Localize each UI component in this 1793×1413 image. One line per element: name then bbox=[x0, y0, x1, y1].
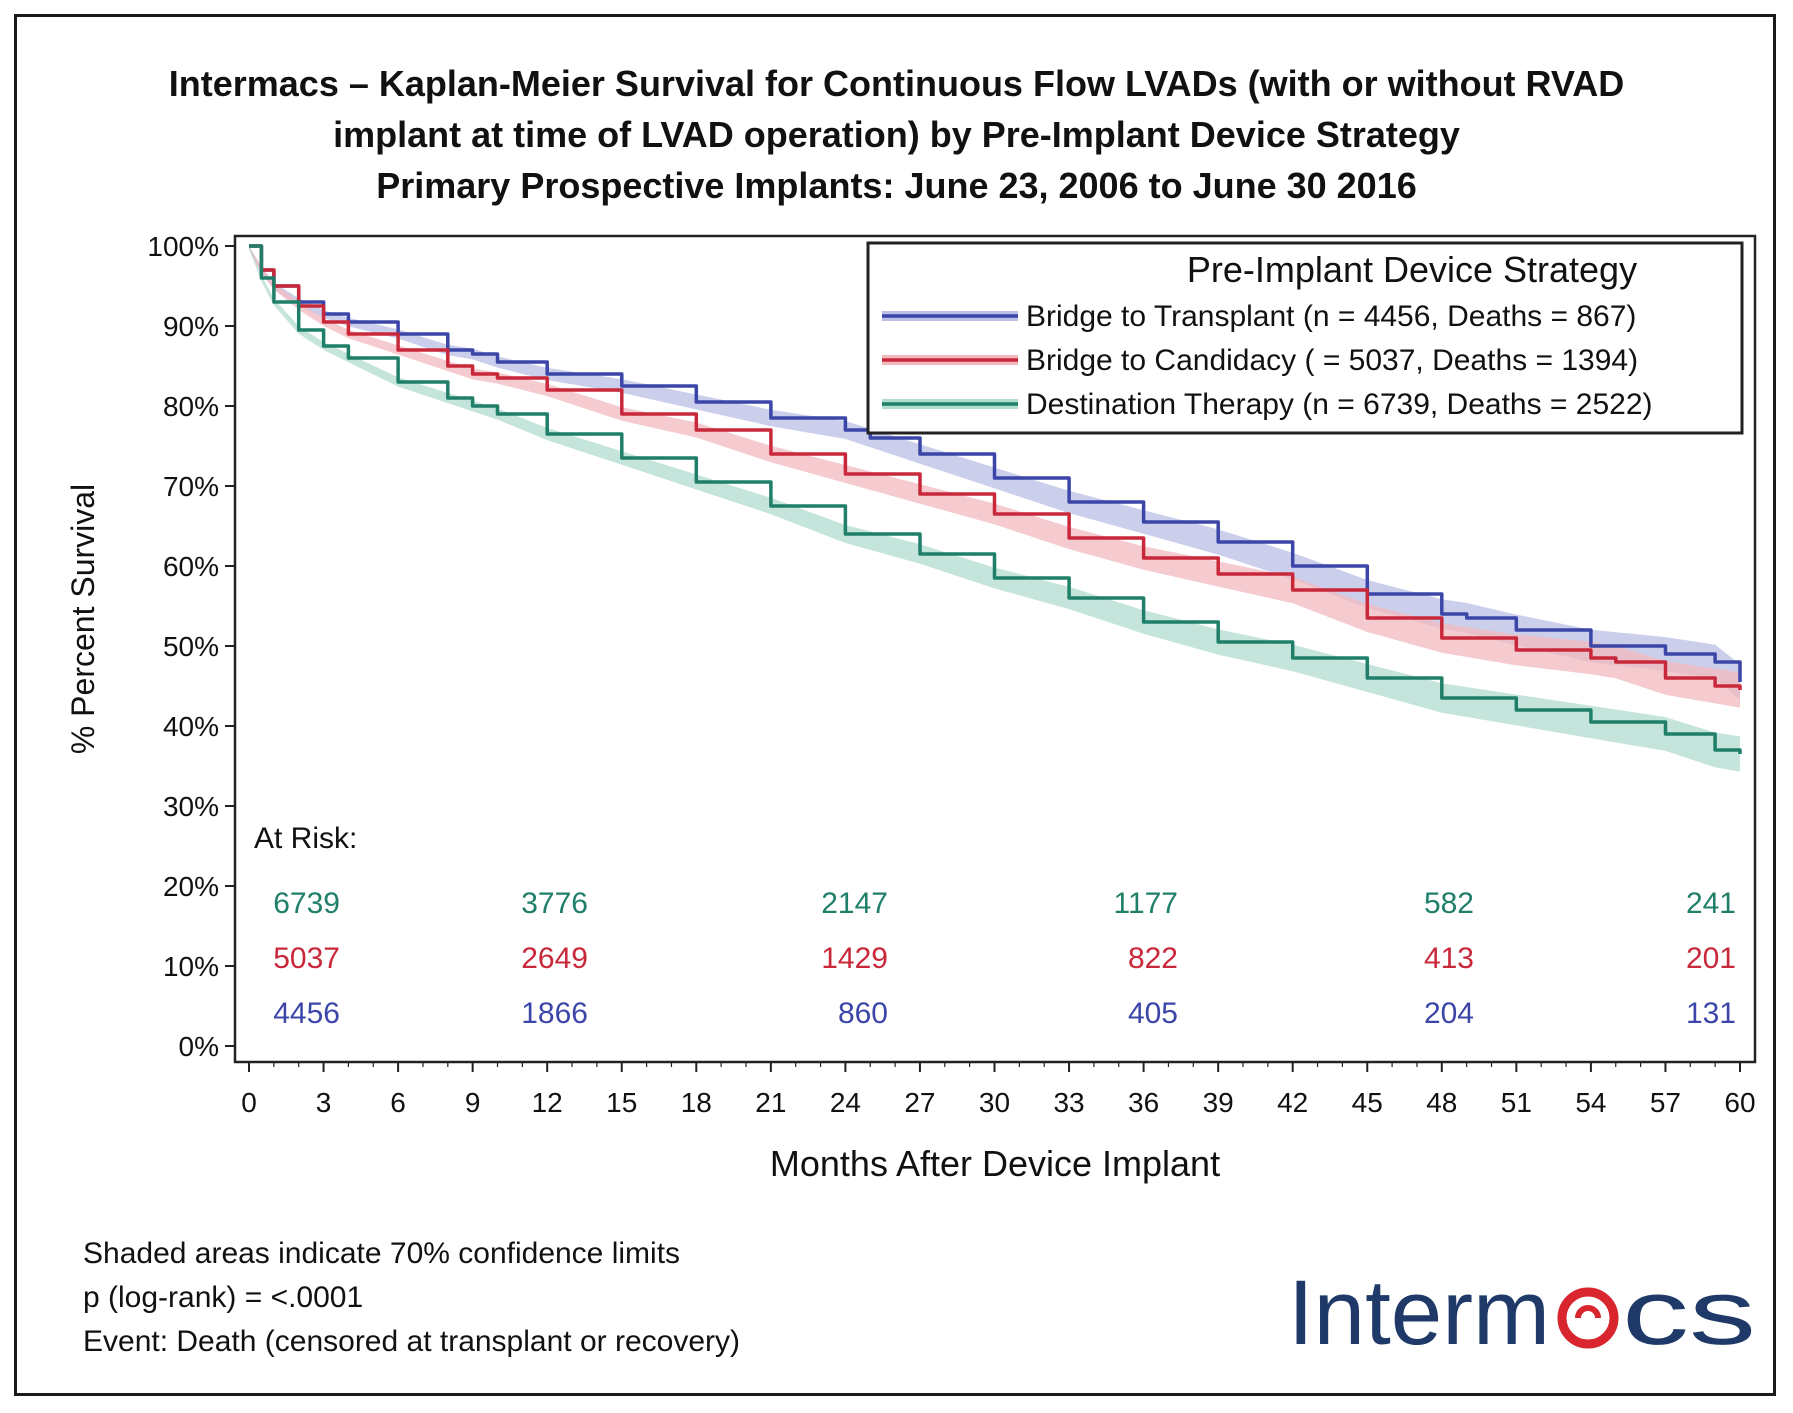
legend: Pre-Implant Device Strategy Bridge to Tra… bbox=[866, 241, 1744, 435]
x-tick-label: 9 bbox=[465, 1087, 481, 1118]
at-risk-value: 582 bbox=[1424, 887, 1474, 920]
y-tick-label: 20% bbox=[163, 871, 219, 902]
logo-swirl-icon bbox=[1557, 1287, 1619, 1349]
at-risk-value: 3776 bbox=[521, 887, 588, 920]
x-tick-label: 57 bbox=[1650, 1087, 1681, 1118]
legend-entry: Destination Therapy (n = 6739, Deaths = … bbox=[1026, 388, 1653, 421]
x-tick-label: 36 bbox=[1128, 1087, 1159, 1118]
at-risk-value: 413 bbox=[1424, 942, 1474, 975]
y-tick-label: 80% bbox=[163, 391, 219, 422]
x-tick-label: 21 bbox=[755, 1087, 786, 1118]
at-risk-value: 1866 bbox=[521, 997, 588, 1030]
at-risk-value: 241 bbox=[1686, 887, 1736, 920]
y-axis-label: % Percent Survival bbox=[65, 484, 101, 754]
x-tick-label: 24 bbox=[830, 1087, 861, 1118]
logo-text-right: cs bbox=[1622, 1262, 1756, 1362]
at-risk-value: 860 bbox=[838, 997, 888, 1030]
at-risk-value: 1429 bbox=[821, 942, 888, 975]
x-tick-label: 42 bbox=[1277, 1087, 1308, 1118]
x-tick-label: 45 bbox=[1352, 1087, 1383, 1118]
footnote-confidence: Shaded areas indicate 70% confidence lim… bbox=[83, 1237, 681, 1270]
at-risk-value: 822 bbox=[1128, 942, 1178, 975]
figure-frame bbox=[14, 14, 1776, 1396]
y-tick-label: 0% bbox=[179, 1031, 219, 1062]
at-risk-table: At Risk: 6739 3776 2147 1177 582 241 5037 2649 14… bbox=[254, 822, 1736, 1030]
y-tick-label: 60% bbox=[163, 551, 219, 582]
at-risk-value: 2147 bbox=[821, 887, 888, 920]
footnote-p-value: p (log-rank) = <.0001 bbox=[83, 1281, 364, 1314]
footnote-event: Event: Death (censored at transplant or … bbox=[83, 1325, 740, 1358]
x-axis-label: Months After Device Implant bbox=[770, 1143, 1220, 1184]
y-tick-label: 100% bbox=[147, 231, 219, 262]
chart-title-line-3: Primary Prospective Implants: June 23, 2… bbox=[376, 165, 1417, 206]
footnotes: Shaded areas indicate 70% confidence lim… bbox=[83, 1232, 740, 1364]
x-tick-label: 51 bbox=[1501, 1087, 1532, 1118]
at-risk-value: 6739 bbox=[273, 887, 340, 920]
chart-title-line-1: Intermacs – Kaplan-Meier Survival for Co… bbox=[168, 63, 1625, 104]
at-risk-value: 405 bbox=[1128, 997, 1178, 1030]
legend-entry: Bridge to Candidacy ( = 5037, Deaths = 1… bbox=[1026, 344, 1638, 377]
x-tick-label: 30 bbox=[979, 1087, 1010, 1118]
chart-title: Intermacs – Kaplan-Meier Survival for Co… bbox=[0, 58, 1793, 211]
y-tick-label: 40% bbox=[163, 711, 219, 742]
survival-curve-2 bbox=[249, 244, 1742, 754]
at-risk-value: 1177 bbox=[1113, 887, 1178, 920]
confidence-band-1 bbox=[249, 246, 1740, 708]
x-tick-label: 27 bbox=[904, 1087, 935, 1118]
logo-text-left: Interm bbox=[1288, 1262, 1550, 1362]
intermacs-logo: Interm cs bbox=[1288, 1262, 1756, 1362]
x-tick-label: 0 bbox=[241, 1087, 257, 1118]
legend-title: Pre-Implant Device Strategy bbox=[1187, 249, 1637, 290]
y-tick-label: 70% bbox=[163, 471, 219, 502]
x-tick-label: 18 bbox=[681, 1087, 712, 1118]
legend-entry: Bridge to Transplant (n = 4456, Deaths =… bbox=[1026, 300, 1636, 333]
x-tick-label: 39 bbox=[1203, 1087, 1234, 1118]
at-risk-value: 201 bbox=[1686, 942, 1736, 975]
at-risk-value: 2649 bbox=[521, 942, 588, 975]
axes: 0%10%20%30%40%50%60%70%80%90%100%0 3 6 9 12 1… bbox=[65, 231, 1757, 1184]
y-tick-label: 90% bbox=[163, 311, 219, 342]
x-tick-label: 33 bbox=[1053, 1087, 1084, 1118]
at-risk-value: 131 bbox=[1686, 997, 1736, 1030]
chart-title-line-2: implant at time of LVAD operation) by Pr… bbox=[333, 114, 1460, 155]
y-tick-label: 30% bbox=[163, 791, 219, 822]
x-tick-label: 12 bbox=[532, 1087, 563, 1118]
x-tick-label: 15 bbox=[606, 1087, 637, 1118]
at-risk-value: 5037 bbox=[273, 942, 340, 975]
x-tick-label: 6 bbox=[390, 1087, 406, 1118]
at-risk-label: At Risk: bbox=[254, 822, 357, 855]
x-tick-label: 48 bbox=[1426, 1087, 1457, 1118]
x-tick-label: 60 bbox=[1724, 1087, 1755, 1118]
y-tick-label: 50% bbox=[163, 631, 219, 662]
y-tick-label: 10% bbox=[163, 951, 219, 982]
survival-curve-1 bbox=[249, 244, 1742, 690]
at-risk-value: 4456 bbox=[273, 997, 340, 1030]
x-tick-label: 54 bbox=[1575, 1087, 1606, 1118]
at-risk-value: 204 bbox=[1424, 997, 1474, 1030]
x-tick-label: 3 bbox=[316, 1087, 332, 1118]
